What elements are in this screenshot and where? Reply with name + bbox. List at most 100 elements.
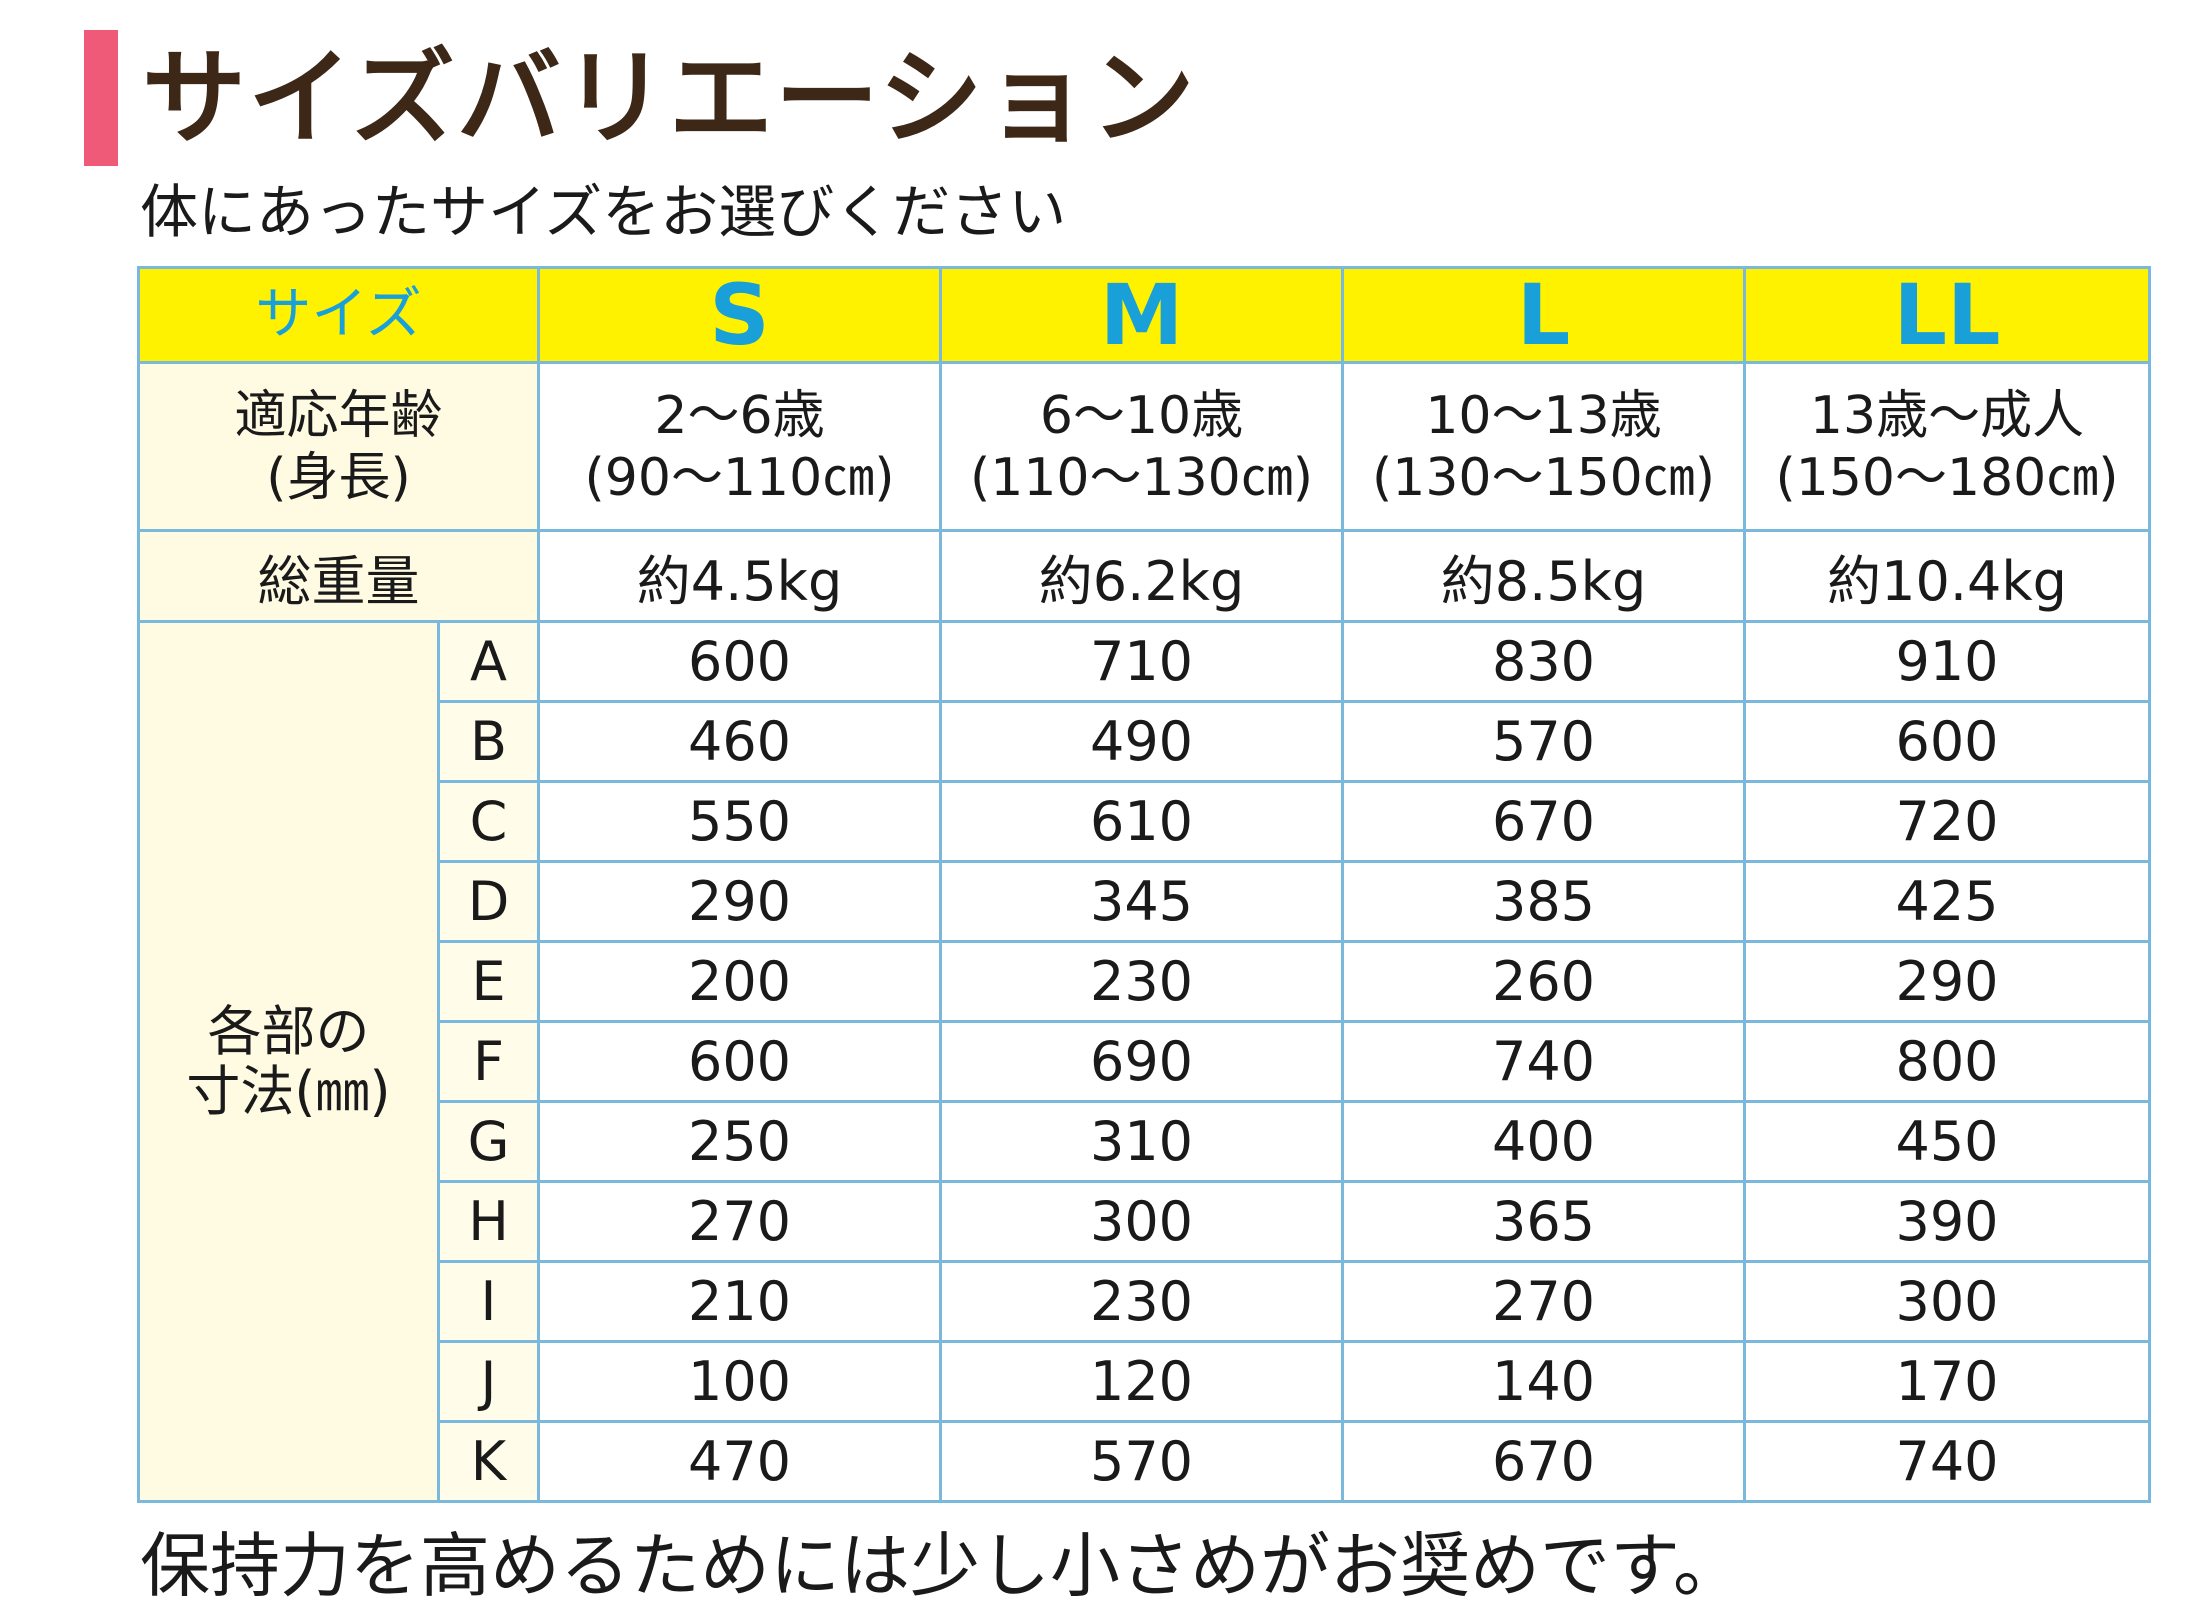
size-header-ll: LL bbox=[1743, 266, 2152, 364]
dimension-value: 670 bbox=[1341, 1420, 1747, 1503]
dimension-label: 各部の bbox=[207, 999, 370, 1063]
dimension-value: 670 bbox=[1341, 780, 1747, 863]
dimension-row: D 290 345 385 425 bbox=[139, 860, 2152, 943]
dimension-value: 300 bbox=[939, 1180, 1345, 1263]
dimension-value: 290 bbox=[1743, 940, 2152, 1023]
dimension-row: G 250 310 400 450 bbox=[139, 1100, 2152, 1183]
dimension-value: 100 bbox=[537, 1340, 943, 1423]
dimension-row: K 470 570 670 740 bbox=[139, 1420, 2152, 1503]
part-letter: J bbox=[436, 1340, 541, 1423]
dimension-label-cell: 各部の 寸法(㎜) bbox=[137, 620, 440, 1503]
age-cell-l: 10〜13歳 (130〜150㎝) bbox=[1341, 361, 1747, 532]
dimension-value: 600 bbox=[537, 620, 943, 703]
age-row: 適応年齢 (身長) 2〜6歳 (90〜110㎝) 6〜10歳 (110〜130㎝… bbox=[136, 361, 2152, 532]
weight-cell-ll: 約10.4kg bbox=[1743, 529, 2152, 623]
dimension-value: 720 bbox=[1743, 780, 2152, 863]
size-header-l: L bbox=[1341, 266, 1747, 364]
dimension-value: 460 bbox=[537, 700, 943, 783]
size-table-body: サイズ S M L LL 適応年齢 (身長) 2〜6歳 (90〜110㎝) 6〜… bbox=[136, 266, 2152, 1503]
weight-cell-l: 約8.5kg bbox=[1341, 529, 1747, 623]
part-letter: B bbox=[436, 700, 541, 783]
dimension-value: 365 bbox=[1341, 1180, 1747, 1263]
dimension-value: 450 bbox=[1743, 1100, 2152, 1183]
page-subtitle: 体にあったサイズをお選びください bbox=[140, 178, 1067, 246]
title-accent-bar bbox=[84, 30, 118, 166]
dimension-value: 800 bbox=[1743, 1020, 2152, 1103]
part-letter: K bbox=[436, 1420, 541, 1503]
page-title: サイズバリエーション bbox=[142, 37, 1197, 159]
dimension-value: 200 bbox=[537, 940, 943, 1023]
dimension-row: H 270 300 365 390 bbox=[139, 1180, 2152, 1263]
dimension-value: 310 bbox=[939, 1100, 1345, 1183]
height-range: (110〜130㎝) bbox=[969, 447, 1314, 508]
dimension-row: F 600 690 740 800 bbox=[139, 1020, 2152, 1103]
age-range: 6〜10歳 bbox=[1039, 385, 1244, 446]
dimension-value: 710 bbox=[939, 620, 1345, 703]
dimension-value: 740 bbox=[1743, 1420, 2152, 1503]
dimension-value: 270 bbox=[1341, 1260, 1747, 1343]
dimension-value: 210 bbox=[537, 1260, 943, 1343]
dimension-value: 140 bbox=[1341, 1340, 1747, 1423]
weight-row: 総重量 約4.5kg 約6.2kg 約8.5kg 約10.4kg bbox=[136, 529, 2152, 623]
age-cell-s: 2〜6歳 (90〜110㎝) bbox=[537, 361, 943, 532]
age-range: 2〜6歳 bbox=[654, 385, 825, 446]
dimension-row: I 210 230 270 300 bbox=[139, 1260, 2152, 1343]
age-label: 適応年齢 bbox=[234, 385, 443, 446]
part-letter: G bbox=[436, 1100, 541, 1183]
dimension-value: 425 bbox=[1743, 860, 2152, 943]
dimension-value: 270 bbox=[537, 1180, 943, 1263]
dimension-value: 250 bbox=[537, 1100, 943, 1183]
dimension-value: 230 bbox=[939, 1260, 1345, 1343]
part-letter: D bbox=[436, 860, 541, 943]
dimension-value: 600 bbox=[537, 1020, 943, 1103]
dimension-value: 910 bbox=[1743, 620, 2152, 703]
dimension-value: 170 bbox=[1743, 1340, 2152, 1423]
height-range: (150〜180㎝) bbox=[1775, 447, 2119, 508]
dimension-row: E 200 230 260 290 bbox=[139, 940, 2152, 1023]
age-cell-m: 6〜10歳 (110〜130㎝) bbox=[939, 361, 1345, 532]
part-letter: C bbox=[436, 780, 541, 863]
size-table: サイズ S M L LL 適応年齢 (身長) 2〜6歳 (90〜110㎝) 6〜… bbox=[136, 266, 2152, 1503]
dimension-row: J 100 120 140 170 bbox=[139, 1340, 2152, 1423]
dimension-value: 570 bbox=[939, 1420, 1345, 1503]
age-label-cell: 適応年齢 (身長) bbox=[136, 361, 541, 532]
dimension-row: B 460 490 570 600 bbox=[139, 700, 2152, 783]
age-range: 13歳〜成人 bbox=[1809, 385, 2085, 446]
dimension-value: 120 bbox=[939, 1340, 1345, 1423]
dimension-value: 345 bbox=[939, 860, 1345, 943]
height-range: (90〜110㎝) bbox=[584, 447, 895, 508]
dimension-value: 260 bbox=[1341, 940, 1747, 1023]
size-header-m: M bbox=[939, 266, 1345, 364]
part-letter: E bbox=[436, 940, 541, 1023]
weight-label: 総重量 bbox=[136, 529, 541, 623]
dimension-value: 830 bbox=[1341, 620, 1747, 703]
part-letter: F bbox=[436, 1020, 541, 1103]
dimension-value: 290 bbox=[537, 860, 943, 943]
dimension-value: 690 bbox=[939, 1020, 1345, 1103]
dimension-value: 400 bbox=[1341, 1100, 1747, 1183]
dimension-row: 各部の 寸法(㎜) A 600 710 830 910 bbox=[137, 620, 2152, 1503]
part-letter: H bbox=[436, 1180, 541, 1263]
size-header-s: S bbox=[537, 266, 943, 364]
dimension-value: 470 bbox=[537, 1420, 943, 1503]
dimension-label: 寸法(㎜) bbox=[186, 1059, 391, 1123]
size-column-label: サイズ bbox=[136, 266, 541, 364]
dimension-value: 740 bbox=[1341, 1020, 1747, 1103]
footer-note: 保持力を高めるためには少し小さめがお奨めです。 bbox=[140, 1525, 1743, 1607]
age-cell-ll: 13歳〜成人 (150〜180㎝) bbox=[1743, 361, 2152, 532]
weight-cell-m: 約6.2kg bbox=[939, 529, 1345, 623]
size-header-row: サイズ S M L LL bbox=[136, 266, 2152, 364]
weight-cell-s: 約4.5kg bbox=[537, 529, 943, 623]
age-range: 10〜13歳 bbox=[1425, 385, 1662, 446]
dimension-value: 570 bbox=[1341, 700, 1747, 783]
height-label: (身長) bbox=[266, 447, 411, 508]
part-letter: A bbox=[436, 620, 541, 703]
dimension-value: 610 bbox=[939, 780, 1345, 863]
dimension-value: 230 bbox=[939, 940, 1345, 1023]
dimension-row: C 550 610 670 720 bbox=[139, 780, 2152, 863]
dimension-value: 300 bbox=[1743, 1260, 2152, 1343]
dimension-value: 600 bbox=[1743, 700, 2152, 783]
dimension-value: 385 bbox=[1341, 860, 1747, 943]
part-letter: I bbox=[436, 1260, 541, 1343]
dimension-value: 550 bbox=[537, 780, 943, 863]
